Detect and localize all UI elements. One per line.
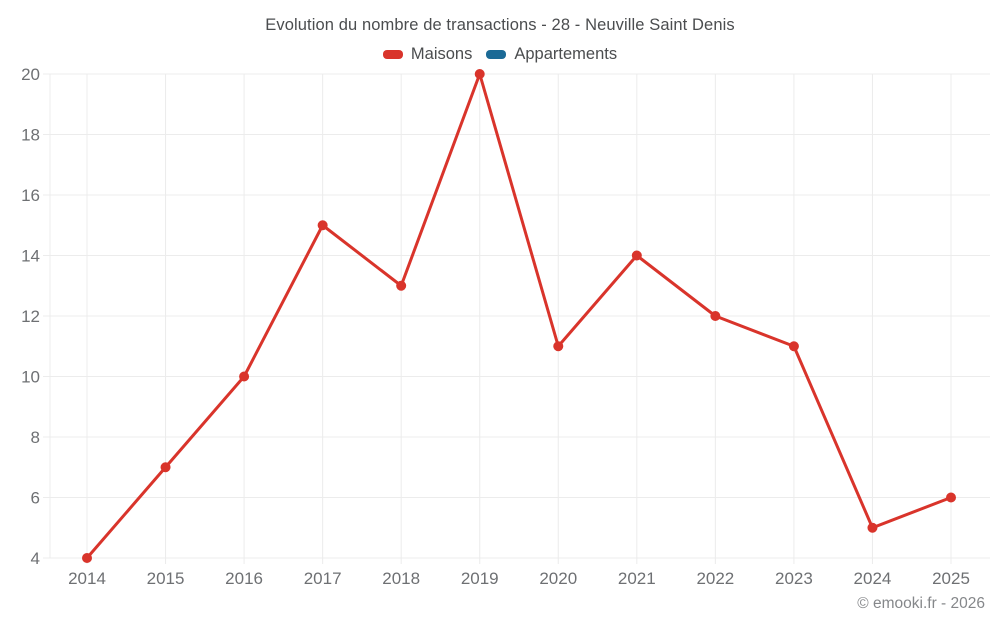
svg-text:2020: 2020 xyxy=(539,569,577,588)
legend-label-maisons: Maisons xyxy=(410,44,473,63)
legend-label-appartements: Appartements xyxy=(514,44,618,63)
svg-text:2014: 2014 xyxy=(68,569,106,588)
appartements-series-marker-icon xyxy=(486,49,507,59)
svg-text:2023: 2023 xyxy=(775,569,813,588)
svg-text:10: 10 xyxy=(21,368,40,387)
svg-text:16: 16 xyxy=(21,186,40,205)
svg-text:14: 14 xyxy=(21,247,40,266)
svg-text:2021: 2021 xyxy=(618,569,656,588)
svg-text:2016: 2016 xyxy=(225,569,263,588)
svg-text:2015: 2015 xyxy=(147,569,185,588)
chart-legend: Maisons Appartements xyxy=(0,44,1000,64)
svg-text:20: 20 xyxy=(21,65,40,84)
svg-text:2022: 2022 xyxy=(696,569,734,588)
svg-text:2017: 2017 xyxy=(304,569,342,588)
svg-text:6: 6 xyxy=(31,489,40,508)
maisons-series-marker-icon xyxy=(382,49,403,59)
svg-text:18: 18 xyxy=(21,126,40,145)
svg-text:8: 8 xyxy=(31,428,40,447)
svg-text:2019: 2019 xyxy=(461,569,499,588)
chart-title: Evolution du nombre de transactions - 28… xyxy=(265,16,735,34)
svg-text:2018: 2018 xyxy=(382,569,420,588)
svg-text:12: 12 xyxy=(21,307,40,326)
copyright-text: © emooki.fr - 2026 xyxy=(857,595,985,612)
svg-text:2024: 2024 xyxy=(854,569,892,588)
svg-text:2025: 2025 xyxy=(932,569,970,588)
legend-item-appartements[interactable]: Appartements xyxy=(486,45,617,64)
svg-text:4: 4 xyxy=(31,549,40,568)
legend-item-maisons[interactable]: Maisons xyxy=(382,44,473,64)
